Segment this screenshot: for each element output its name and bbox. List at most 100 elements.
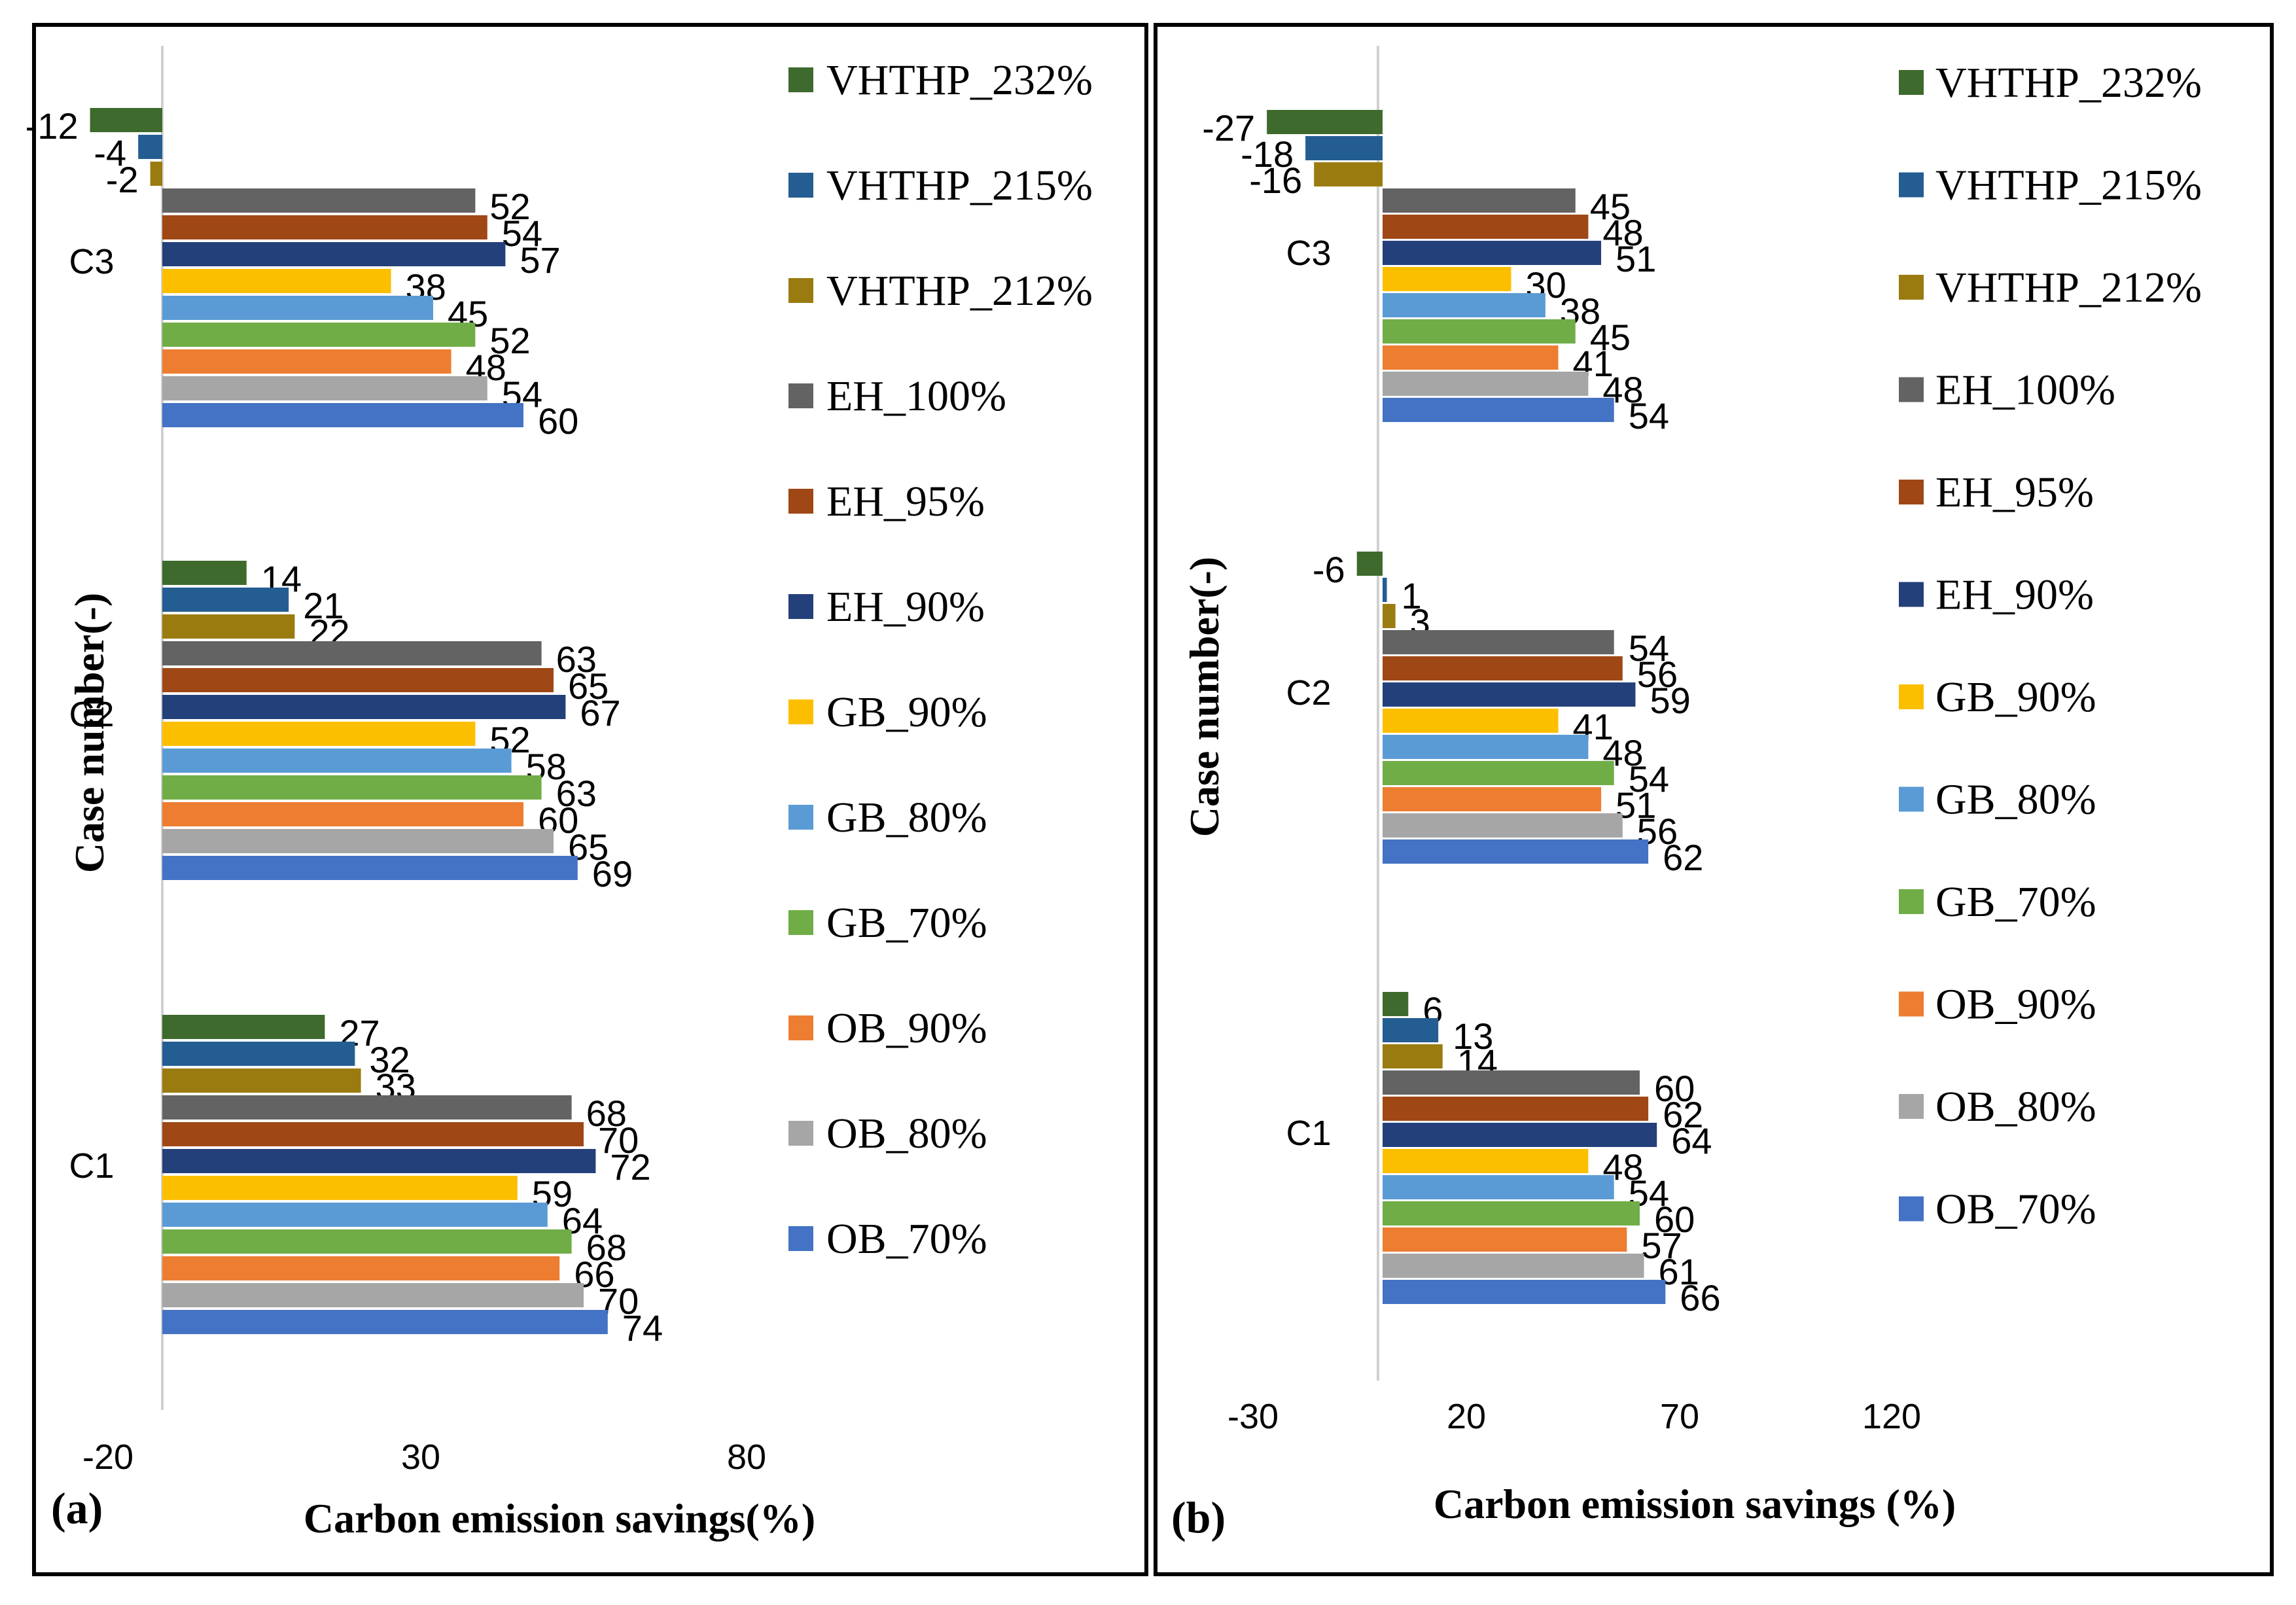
legend-swatch [788, 1015, 813, 1040]
bar [162, 775, 542, 800]
legend-entry: EH_90% [826, 583, 985, 631]
legend-swatch [788, 910, 813, 935]
x-tick-label: -20 [82, 1437, 133, 1477]
x-axis-title: Carbon emission savings(%) [304, 1495, 815, 1542]
legend-entry: VHTHP_232% [826, 56, 1093, 104]
legend-swatch [788, 805, 813, 830]
bar [1383, 241, 1602, 265]
bar [162, 1015, 325, 1039]
data-label: 60 [1654, 1199, 1695, 1240]
bar [1383, 630, 1614, 654]
data-label: 57 [520, 239, 560, 281]
legend-entry: GB_80% [826, 794, 987, 841]
data-label: 48 [1602, 212, 1643, 253]
bar [1356, 552, 1383, 576]
bar [162, 188, 476, 213]
bar [162, 1095, 572, 1120]
legend-entry: GB_90% [826, 688, 987, 736]
panel-label: (a) [51, 1483, 103, 1533]
data-label: 68 [586, 1227, 627, 1268]
legend-swatch [788, 1226, 813, 1251]
bar [1383, 656, 1623, 680]
legend-swatch [788, 1121, 813, 1146]
bar [1383, 604, 1396, 628]
bar [1383, 1070, 1640, 1095]
data-label: 65 [568, 665, 609, 707]
legend-swatch [788, 489, 813, 514]
bar [162, 722, 476, 746]
bar [162, 349, 451, 374]
bar [1383, 267, 1511, 291]
data-label: -27 [1202, 107, 1255, 149]
legend-entry: VHTHP_232% [1935, 59, 2202, 107]
legend-swatch [1899, 70, 1924, 95]
bar [162, 561, 247, 585]
category-label: C1 [69, 1146, 114, 1186]
bar [1314, 162, 1383, 186]
bar [162, 296, 433, 320]
panel-b-frame [1154, 23, 2274, 1576]
bar [1383, 839, 1649, 864]
panel-a: 2714-123221-43322-2686352706554726757595… [26, 46, 1093, 1542]
data-label: 45 [1590, 186, 1631, 227]
bar [1383, 345, 1559, 370]
legend-swatch [788, 699, 813, 724]
legend-entry: OB_90% [826, 1004, 987, 1052]
legend-swatch [788, 67, 813, 92]
data-label: 68 [586, 1093, 627, 1134]
panel-b: 6-6-27131-18143-166054456256486459514841… [1171, 46, 2202, 1542]
data-label: 54 [1629, 627, 1669, 669]
panel-a-frame [32, 23, 1148, 1576]
legend-swatch [1899, 991, 1924, 1017]
x-tick-label: 70 [1660, 1397, 1699, 1436]
bar [1383, 1097, 1649, 1121]
data-label: 74 [622, 1307, 663, 1349]
category-label: C3 [1286, 234, 1331, 273]
data-label: 69 [592, 853, 633, 894]
bar [162, 376, 487, 400]
legend-entry: OB_90% [1935, 981, 2096, 1029]
bar [162, 829, 554, 853]
bar [1383, 787, 1602, 811]
legend-entry: GB_70% [1935, 878, 2096, 926]
category-label: C3 [69, 242, 114, 281]
y-axis-title: Case number(-) [1181, 557, 1227, 837]
bar [1383, 293, 1545, 317]
bar [162, 749, 512, 773]
bar [162, 1203, 548, 1227]
bar [162, 1149, 596, 1173]
data-label: -16 [1249, 160, 1302, 201]
bar [162, 1122, 584, 1146]
x-tick-label: -30 [1227, 1397, 1279, 1436]
bar [1383, 188, 1576, 213]
bar [162, 1229, 572, 1254]
data-label: -18 [1241, 133, 1294, 175]
bar [162, 588, 289, 612]
data-label: 51 [1616, 238, 1656, 279]
data-label: 52 [489, 186, 530, 227]
data-label: 62 [1663, 837, 1703, 878]
bar [1383, 372, 1589, 396]
bar [1383, 1018, 1439, 1042]
bar [1383, 1149, 1589, 1173]
legend-swatch [1899, 480, 1924, 504]
legend-entry: VHTHP_212% [1935, 264, 2202, 311]
bar [1383, 1201, 1640, 1226]
bar [1305, 136, 1383, 160]
data-label: 63 [556, 639, 597, 680]
legend-swatch [1899, 684, 1924, 709]
bar [162, 403, 523, 427]
legend-swatch [788, 383, 813, 408]
legend-entry: OB_80% [826, 1110, 987, 1157]
bar [162, 1310, 608, 1334]
legend-entry: GB_90% [1935, 673, 2096, 721]
legend-swatch [1899, 275, 1924, 300]
bar [162, 1176, 518, 1200]
data-label: -12 [26, 105, 79, 147]
bar [1383, 735, 1589, 759]
category-label: C2 [1286, 673, 1331, 713]
bar [1383, 1227, 1627, 1252]
legend-swatch [1899, 582, 1924, 607]
legend-entry: VHTHP_212% [826, 267, 1093, 315]
data-label: -2 [106, 159, 139, 200]
